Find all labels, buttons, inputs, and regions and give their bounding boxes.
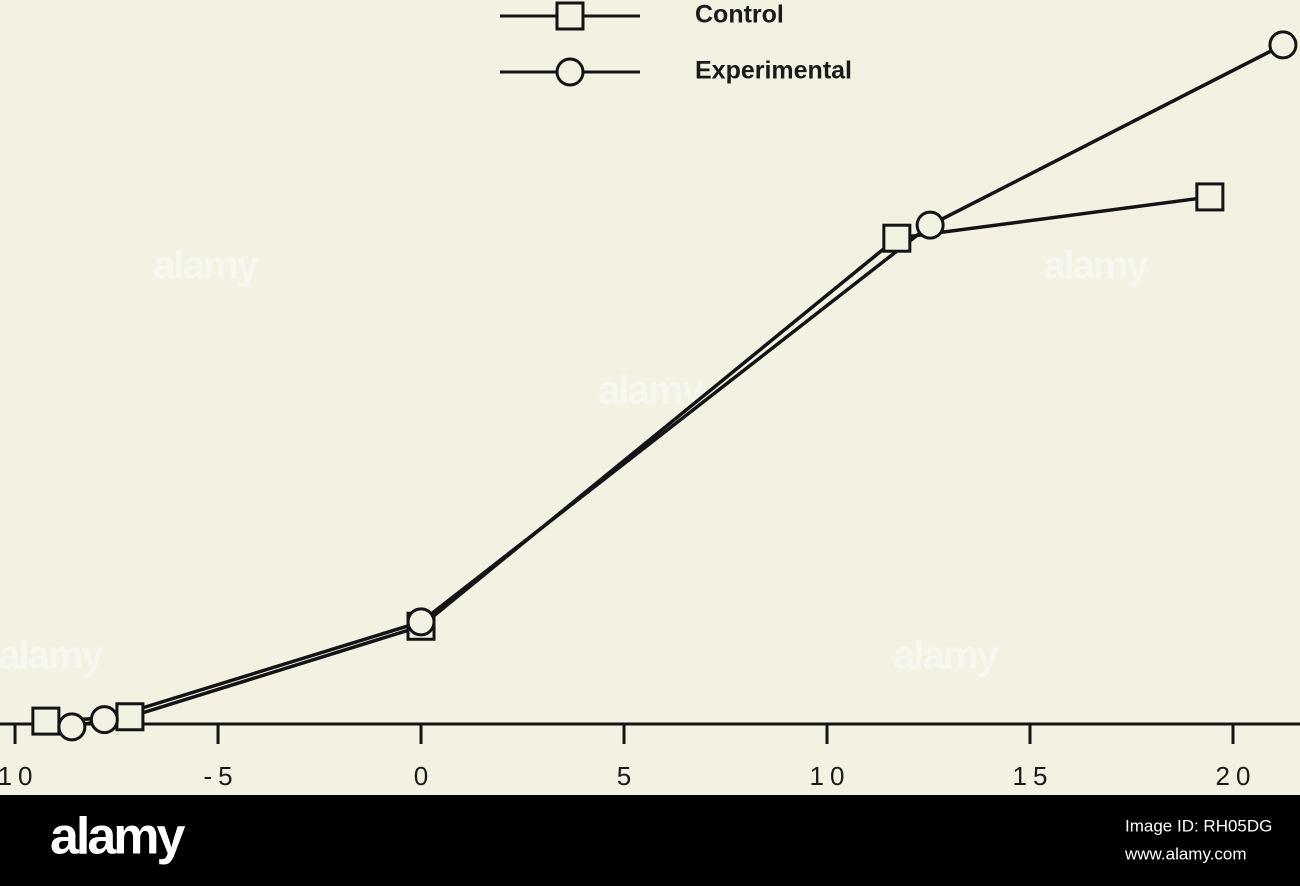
footer-image-id: Image ID: RH05DG [1125,816,1272,835]
data-point [882,223,912,253]
x-tick-label: -5 [203,761,238,791]
watermark: alamy [893,634,999,678]
data-point [89,705,119,735]
legend-label: Experimental [695,57,852,85]
footer-site: www.alamy.com [1124,844,1247,863]
x-tick-label: 10 [0,761,38,791]
watermark: alamy [598,369,704,413]
x-tick-label: 15 [1013,761,1054,791]
x-tick-label: 10 [810,761,851,791]
legend-label: Control [695,1,784,29]
data-point [31,706,61,736]
plot-background [0,0,1300,795]
watermark: alamy [0,634,104,678]
data-point [57,712,87,742]
watermark: alamy [1043,244,1149,288]
x-tick-label: 0 [414,761,434,791]
data-point [115,702,145,732]
footer-brand: alamy [50,808,186,866]
data-point [406,607,436,637]
footer-bar [0,795,1300,886]
watermark: alamy [153,244,259,288]
data-point [1268,30,1298,60]
x-tick-label: 20 [1216,761,1257,791]
data-point [1195,182,1225,212]
data-point [915,210,945,240]
x-tick-label: 5 [617,761,637,791]
legend-marker [555,1,585,31]
legend-marker [555,57,585,87]
